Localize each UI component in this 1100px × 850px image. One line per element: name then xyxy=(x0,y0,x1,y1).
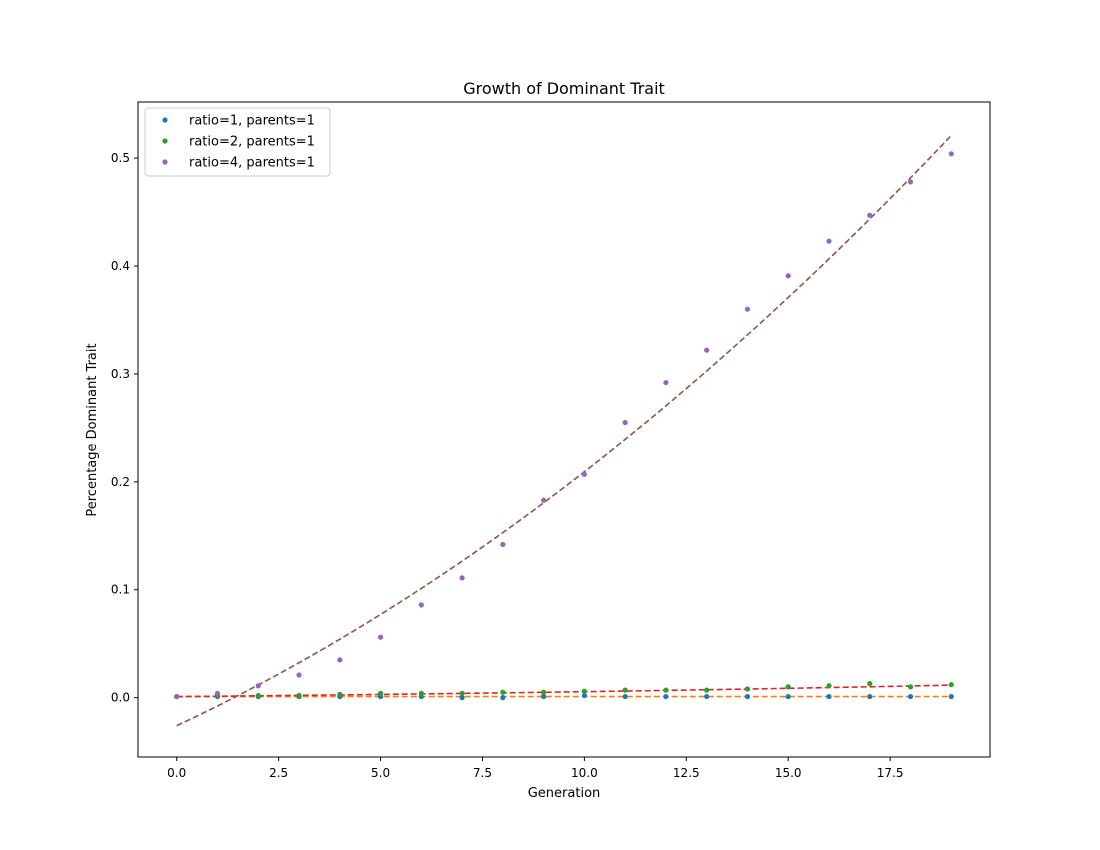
fit-line-2 xyxy=(176,684,952,698)
legend: ratio=1, parents=1 ratio=2, parents=1 rati… xyxy=(144,107,331,177)
point-series-3-gen-18 xyxy=(907,179,914,185)
point-series-1-gen-19 xyxy=(948,693,954,700)
point-series-1-gen-15 xyxy=(785,693,791,700)
legend-label-2: ratio=2, parents=1 xyxy=(189,135,315,150)
point-series-2-gen-4 xyxy=(337,691,343,698)
point-series-1-gen-17 xyxy=(867,693,873,700)
point-series-3-gen-2 xyxy=(255,683,261,689)
point-series-3-gen-4 xyxy=(337,657,343,663)
point-series-2-gen-5 xyxy=(377,690,384,696)
legend-marker-3 xyxy=(162,159,168,165)
x-tick-label: 7.5 xyxy=(473,766,492,780)
point-series-1-gen-13 xyxy=(704,693,710,700)
point-series-1-gen-7 xyxy=(459,695,465,701)
legend-box xyxy=(144,107,331,177)
x-tick-label: 2.5 xyxy=(269,766,288,780)
point-series-3-gen-0 xyxy=(174,693,180,700)
plot-area-frame xyxy=(137,101,991,758)
point-series-2-gen-11 xyxy=(622,687,628,693)
x-tick-label: 17.5 xyxy=(877,766,904,780)
point-series-3-gen-5 xyxy=(377,634,384,640)
point-series-3-gen-1 xyxy=(214,690,221,696)
x-axis-label: Generation xyxy=(528,786,601,801)
point-series-3-gen-16 xyxy=(826,238,832,244)
point-series-2-gen-7 xyxy=(459,690,465,696)
legend-label-1: ratio=1, parents=1 xyxy=(189,114,315,129)
fit-line-3 xyxy=(176,134,952,727)
point-series-3-gen-8 xyxy=(500,541,506,548)
point-series-2-gen-19 xyxy=(948,682,954,688)
y-axis-ticks: 0.0 0.1 0.2 0.3 0.4 0.5 xyxy=(111,151,138,705)
point-series-3-gen-14 xyxy=(744,306,751,312)
point-series-3-gen-9 xyxy=(541,497,547,503)
point-series-2-gen-15 xyxy=(785,684,791,690)
point-series-2-gen-13 xyxy=(704,687,710,693)
point-series-1-gen-18 xyxy=(907,693,914,700)
x-tick-label: 0.0 xyxy=(167,766,186,780)
y-axis-label: Percentage Dominant Trait xyxy=(85,343,100,516)
point-series-3-gen-19 xyxy=(948,151,954,157)
y-tick-label: 0.0 xyxy=(111,691,130,705)
data-points xyxy=(174,151,954,701)
point-series-1-gen-8 xyxy=(500,695,506,701)
point-series-3-gen-15 xyxy=(785,273,791,279)
point-series-3-gen-11 xyxy=(622,419,628,426)
legend-marker-1 xyxy=(162,117,168,123)
y-tick-label: 0.1 xyxy=(111,583,130,597)
y-tick-label: 0.3 xyxy=(111,367,130,381)
point-series-3-gen-17 xyxy=(867,212,873,218)
fit-lines xyxy=(176,134,952,727)
y-tick-label: 0.5 xyxy=(111,151,130,165)
y-tick-label: 0.2 xyxy=(111,475,130,489)
legend-label-3: ratio=4, parents=1 xyxy=(189,156,315,171)
point-series-1-gen-14 xyxy=(744,693,751,700)
y-tick-label: 0.4 xyxy=(111,259,130,273)
point-series-3-gen-10 xyxy=(581,471,587,477)
point-series-2-gen-6 xyxy=(418,690,424,696)
point-series-1-gen-10 xyxy=(581,692,587,699)
point-series-2-gen-14 xyxy=(744,686,751,692)
point-series-3-gen-13 xyxy=(704,347,710,353)
point-series-3-gen-12 xyxy=(663,379,669,386)
x-tick-label: 15.0 xyxy=(775,766,802,780)
point-series-2-gen-17 xyxy=(867,681,873,687)
point-series-2-gen-3 xyxy=(296,692,302,699)
point-series-2-gen-16 xyxy=(826,683,832,689)
chart-title: Growth of Dominant Trait xyxy=(463,79,665,98)
point-series-1-gen-11 xyxy=(622,693,628,700)
point-series-3-gen-7 xyxy=(459,575,465,581)
point-series-3-gen-3 xyxy=(296,672,302,678)
point-series-1-gen-12 xyxy=(663,693,669,700)
point-series-2-gen-10 xyxy=(581,688,587,694)
x-tick-label: 12.5 xyxy=(673,766,700,780)
point-series-2-gen-9 xyxy=(541,689,547,695)
point-series-2-gen-12 xyxy=(663,687,669,693)
point-series-1-gen-16 xyxy=(826,693,832,700)
point-series-2-gen-18 xyxy=(907,684,914,690)
x-tick-label: 5.0 xyxy=(371,766,390,780)
point-series-1-gen-9 xyxy=(541,693,547,700)
legend-marker-2 xyxy=(162,138,168,144)
point-series-3-gen-6 xyxy=(418,602,424,608)
x-axis-ticks: 0.0 2.5 5.0 7.5 10.0 12.5 15.0 17.5 xyxy=(167,757,903,780)
point-series-2-gen-2 xyxy=(255,692,261,699)
x-tick-label: 10.0 xyxy=(571,766,598,780)
point-series-2-gen-8 xyxy=(500,689,506,695)
